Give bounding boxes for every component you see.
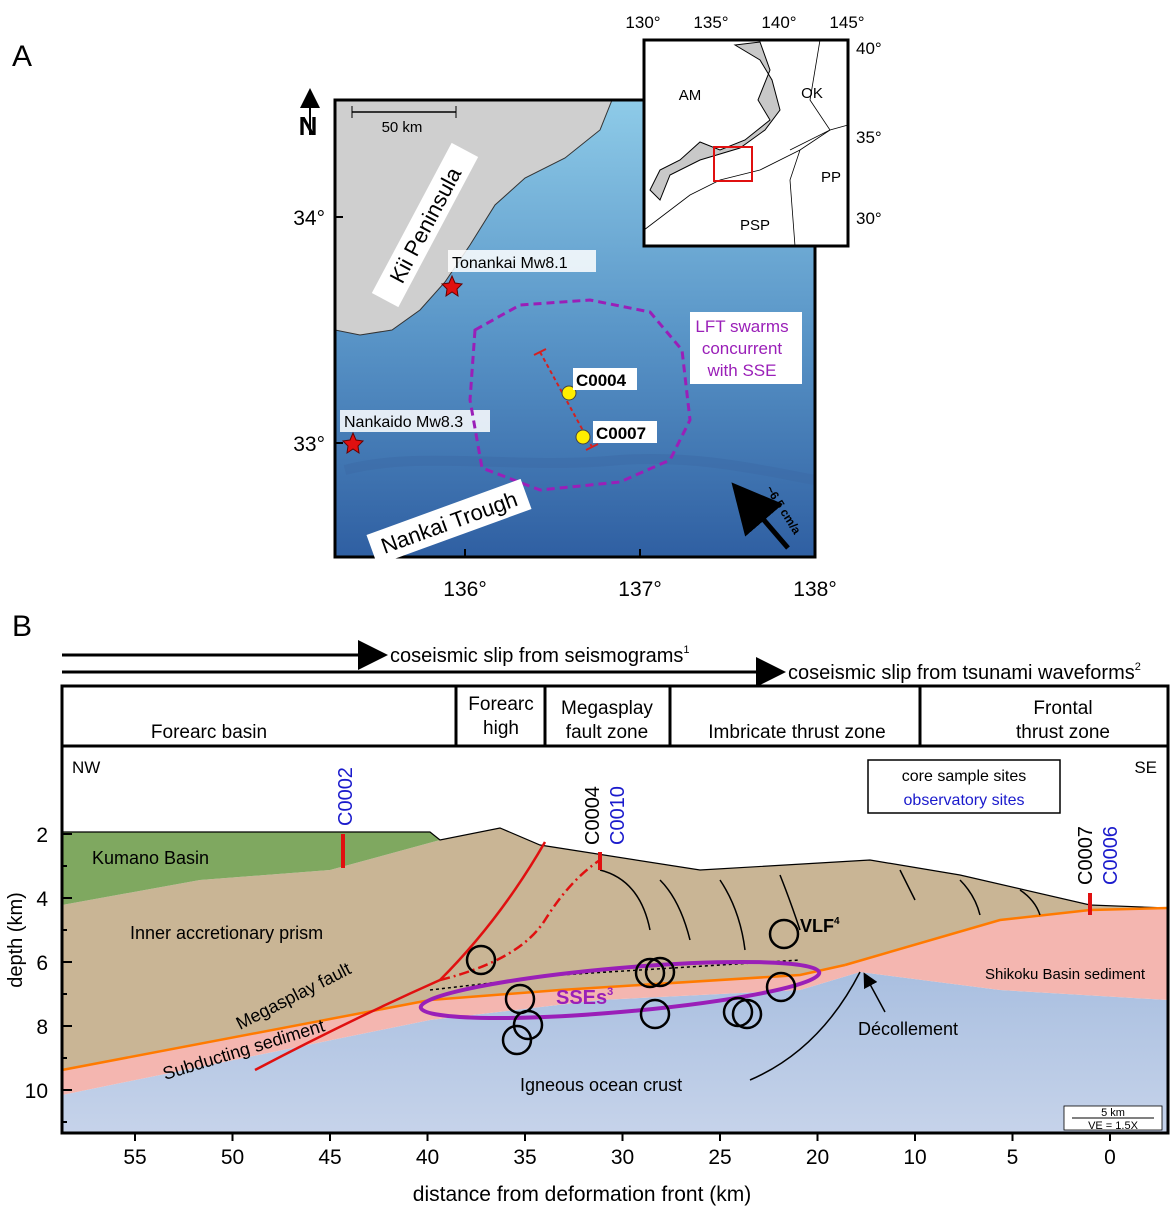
- x-tick-label: 0: [1104, 1146, 1116, 1169]
- lat-tick-label: 33°: [293, 433, 325, 456]
- page: A 50 km N Kii Peninsula Tonankai Mw8.1 N…: [0, 0, 1172, 1212]
- x-tick-label: 25: [708, 1146, 731, 1169]
- slip-text: coseismic slip from seismograms: [390, 645, 683, 667]
- site-label: C0006: [1100, 826, 1122, 885]
- lft-label: LFT swarms: [695, 317, 788, 336]
- x-tick-label: 50: [221, 1146, 244, 1169]
- y-tick-label: 8: [36, 1016, 48, 1039]
- plate-label: PSP: [740, 217, 770, 234]
- x-tick-label: 55: [123, 1146, 146, 1169]
- lat-tick-label: 34°: [293, 207, 325, 230]
- zone-label: Megasplay: [561, 698, 653, 719]
- lft-label: concurrent: [702, 339, 783, 358]
- vlf-text: VLF: [800, 916, 834, 936]
- scale-label: VE = 1.5X: [1088, 1120, 1139, 1132]
- y-tick-label: 10: [25, 1080, 48, 1103]
- slip-label: coseismic slip from tsunami waveforms2: [788, 661, 1141, 684]
- inset-lat-label: 35°: [856, 128, 882, 147]
- zone-label: thrust zone: [1016, 722, 1110, 743]
- sse-label: SSEs3: [556, 986, 613, 1009]
- earthquake-label: Tonankai Mw8.1: [452, 255, 568, 272]
- y-tick-label: 4: [36, 888, 48, 911]
- inset-lat-label: 30°: [856, 209, 882, 228]
- site-label: C0007: [1075, 826, 1097, 885]
- x-tick-label: 35: [513, 1146, 536, 1169]
- x-tick-label: 30: [611, 1146, 634, 1169]
- zone-label: Forearc: [468, 694, 533, 715]
- scale-label: 50 km: [382, 119, 423, 136]
- slip-label: coseismic slip from seismograms1: [390, 644, 690, 667]
- zone-label: Frontal: [1033, 698, 1092, 719]
- sse-text: SSEs: [556, 987, 607, 1009]
- unit-label: Shikoku Basin sediment: [985, 966, 1146, 983]
- site-label: C0004: [576, 371, 627, 390]
- site-label: C0007: [596, 424, 646, 443]
- inset-lon-label: 130°: [625, 13, 660, 32]
- zone-label: Imbricate thrust zone: [708, 722, 885, 743]
- plate-label: OK: [801, 85, 823, 102]
- y-axis-label: depth (km): [5, 892, 27, 988]
- north-label: N: [299, 111, 318, 141]
- zone-label: fault zone: [566, 722, 648, 743]
- zone-label: Forearc basin: [151, 722, 267, 743]
- earthquake-label: Nankaido Mw8.3: [344, 414, 463, 431]
- slip-text: coseismic slip from tsunami waveforms: [788, 662, 1135, 684]
- footnote: 3: [607, 986, 613, 998]
- unit-label: Kumano Basin: [92, 848, 209, 868]
- x-tick-label: 5: [1007, 1146, 1019, 1169]
- inset-lon-label: 135°: [693, 13, 728, 32]
- site-label: C0004: [582, 786, 604, 845]
- lon-tick-label: 138°: [793, 578, 836, 601]
- inset-lon-label: 145°: [829, 13, 864, 32]
- site-label: C0010: [607, 786, 629, 845]
- site-marker: [576, 430, 590, 444]
- zone-label: high: [483, 718, 519, 739]
- plate-label: AM: [679, 87, 702, 104]
- lon-tick-label: 136°: [443, 578, 486, 601]
- y-tick-label: 2: [36, 824, 48, 847]
- figure: A 50 km N Kii Peninsula Tonankai Mw8.1 N…: [0, 0, 1172, 1207]
- panel-label: A: [12, 40, 32, 73]
- footnote: 1: [683, 644, 689, 656]
- lft-label: with SSE: [707, 361, 777, 380]
- legend-entry: core sample sites: [902, 768, 1027, 785]
- zone-header: Forearc basin Forearc high Megasplay fau…: [62, 686, 1168, 746]
- x-tick-label: 20: [806, 1146, 829, 1169]
- x-tick-label: 40: [416, 1146, 439, 1169]
- unit-label: Décollement: [858, 1019, 958, 1039]
- cross-section: C0002 C0004 C0010 C0007 C0006 NW SE core…: [62, 746, 1168, 1133]
- footnote: 4: [834, 916, 840, 927]
- x-axis-label: distance from deformation front (km): [413, 1183, 751, 1206]
- inset-lat-label: 40°: [856, 39, 882, 58]
- footnote: 2: [1135, 661, 1141, 673]
- site-label: C0002: [335, 767, 357, 826]
- legend-entry: observatory sites: [904, 792, 1025, 809]
- x-tick-label: 10: [903, 1146, 926, 1169]
- inset-map: AM OK PP PSP: [644, 40, 848, 246]
- scale-label: 5 km: [1101, 1107, 1125, 1119]
- y-tick-label: 6: [36, 952, 48, 975]
- inset-lon-label: 140°: [761, 13, 796, 32]
- unit-label: Inner accretionary prism: [130, 923, 323, 943]
- direction: SE: [1134, 758, 1157, 777]
- x-tick-label: 45: [318, 1146, 341, 1169]
- panel-label: B: [12, 610, 32, 643]
- unit-label: Igneous ocean crust: [520, 1075, 682, 1095]
- plate-label: PP: [821, 169, 841, 186]
- direction: NW: [72, 758, 100, 777]
- lon-tick-label: 137°: [618, 578, 661, 601]
